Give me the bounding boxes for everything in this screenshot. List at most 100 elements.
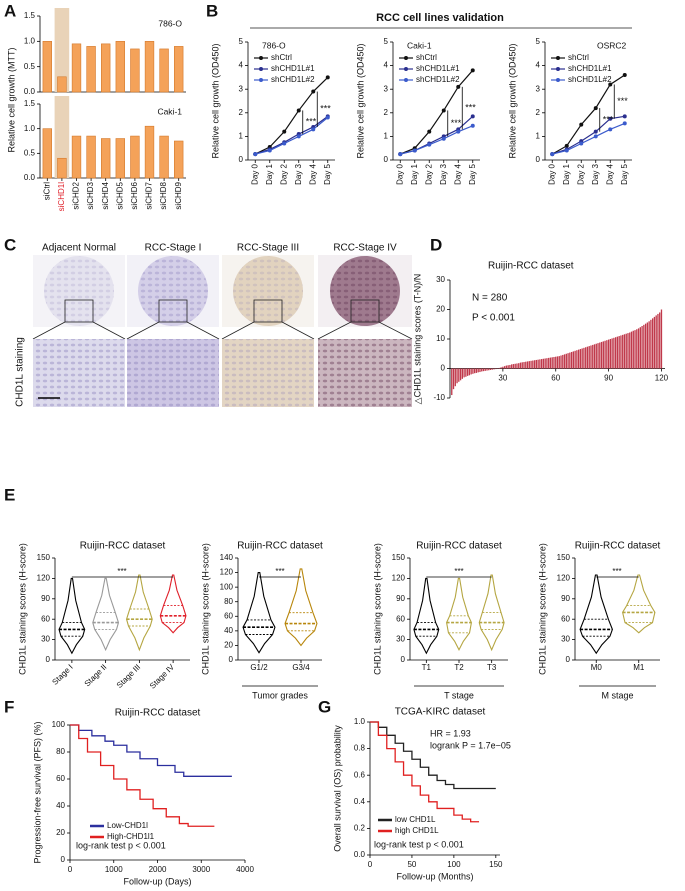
bar: [600, 341, 603, 369]
x-tick-label: 0: [68, 865, 73, 874]
bar: [475, 368, 478, 373]
bar: [609, 339, 612, 369]
annotation: log-rank test p < 0.001: [76, 840, 166, 850]
point: [579, 122, 584, 127]
bar: [488, 368, 490, 371]
bar: [514, 363, 516, 369]
bar: [470, 368, 472, 375]
chart-title: Ruijin-RCC dataset: [115, 708, 201, 719]
bar: [468, 368, 471, 376]
x-tick-label: siCHD4: [101, 181, 110, 209]
violin: [446, 577, 472, 652]
bar: [526, 361, 529, 369]
legend-marker: [404, 78, 408, 82]
x-tick-label: T2: [454, 663, 464, 672]
y-tick-label: 20: [436, 305, 445, 314]
bar: [493, 368, 495, 370]
y-tick-label: 5: [536, 37, 541, 46]
bar: [452, 368, 455, 390]
bar: [101, 43, 111, 93]
x-tick-label: siCHD7: [145, 181, 154, 209]
y-axis-label: CHD1L staining scores (H-score): [17, 543, 27, 675]
bar: [607, 339, 610, 369]
annotation: logrank P = 1.7e−05: [430, 740, 511, 750]
bar: [491, 368, 493, 370]
bar: [653, 316, 656, 369]
bar: [498, 367, 501, 369]
point: [608, 116, 613, 121]
bar: [618, 336, 620, 369]
bar: [71, 43, 82, 93]
y-tick-label: 3: [536, 84, 541, 93]
point: [267, 148, 272, 153]
bar: [652, 318, 654, 369]
legend-label: low CHD1L: [395, 815, 436, 824]
bar: [660, 309, 663, 369]
bar: [565, 353, 567, 369]
legend-label: shCHD1L#1: [416, 64, 460, 73]
bar: [159, 48, 169, 93]
x-tick-label: siCHD3: [86, 181, 95, 209]
bar: [86, 135, 96, 179]
bar: [650, 319, 652, 369]
series-line: [551, 74, 626, 155]
violin: [159, 574, 187, 634]
zoom-texture: [318, 339, 412, 407]
x-tick-label: 0: [368, 860, 373, 869]
y-tick-label: 2: [239, 108, 244, 117]
point: [564, 148, 569, 153]
y-tick-label: 0.8: [354, 744, 366, 753]
x-tick-label: 30: [498, 374, 507, 383]
y-tick-label: 0.2: [354, 824, 366, 833]
panel-label: A: [4, 1, 16, 20]
point: [441, 136, 446, 141]
bar: [616, 336, 619, 369]
y-tick-label: 2: [536, 108, 541, 117]
x-tick-label: Day 5: [620, 163, 629, 184]
legend-marker: [404, 56, 408, 60]
series-line: [255, 117, 329, 155]
legend-marker: [556, 67, 560, 71]
annotation: log-rank test p < 0.001: [374, 839, 464, 849]
bar: [648, 321, 650, 369]
point: [608, 127, 613, 132]
annotation: ***: [451, 118, 462, 128]
panel-title: RCC cell lines validation: [376, 12, 504, 24]
x-tick-label: 3000: [192, 865, 210, 874]
bar: [644, 323, 647, 369]
point: [622, 114, 627, 119]
y-tick-label: 40: [56, 801, 65, 810]
bar: [532, 360, 534, 369]
y-tick-label: 4: [239, 61, 244, 70]
x-axis-label: Follow-up (Months): [396, 871, 473, 881]
panel-label: B: [206, 1, 218, 20]
chart-title: Ruijin-RCC dataset: [488, 261, 574, 272]
x-tick-label: 100: [447, 860, 461, 869]
y-tick-label: 90: [41, 594, 50, 603]
bar: [567, 353, 569, 369]
x-tick-label: Day 2: [424, 163, 433, 184]
x-tick-label: siCHD8: [159, 181, 168, 209]
panel-label: D: [430, 235, 442, 254]
y-axis-label: Relative cell growth (OD450): [507, 43, 517, 158]
bar: [657, 313, 659, 369]
bar: [130, 48, 140, 93]
bar: [57, 76, 67, 93]
bar: [560, 355, 562, 369]
y-tick-label: 120: [220, 568, 234, 577]
y-tick-label: 1: [384, 132, 389, 141]
bar: [115, 138, 125, 179]
legend-label: shCtrl: [271, 53, 292, 62]
y-tick-label: 30: [561, 635, 570, 644]
y-axis-label: CHD1L staining scores (H-score): [200, 543, 210, 675]
y-axis-label: CHD1L staining scores (H-score): [372, 543, 382, 675]
bar: [451, 368, 453, 396]
y-tick-label: 90: [396, 594, 405, 603]
column-label: Adjacent Normal: [42, 243, 116, 254]
violin: [284, 568, 318, 647]
annotation: ***: [454, 567, 463, 576]
point: [441, 108, 446, 113]
bar: [159, 135, 169, 179]
bar: [495, 368, 497, 370]
bar: [588, 346, 590, 369]
